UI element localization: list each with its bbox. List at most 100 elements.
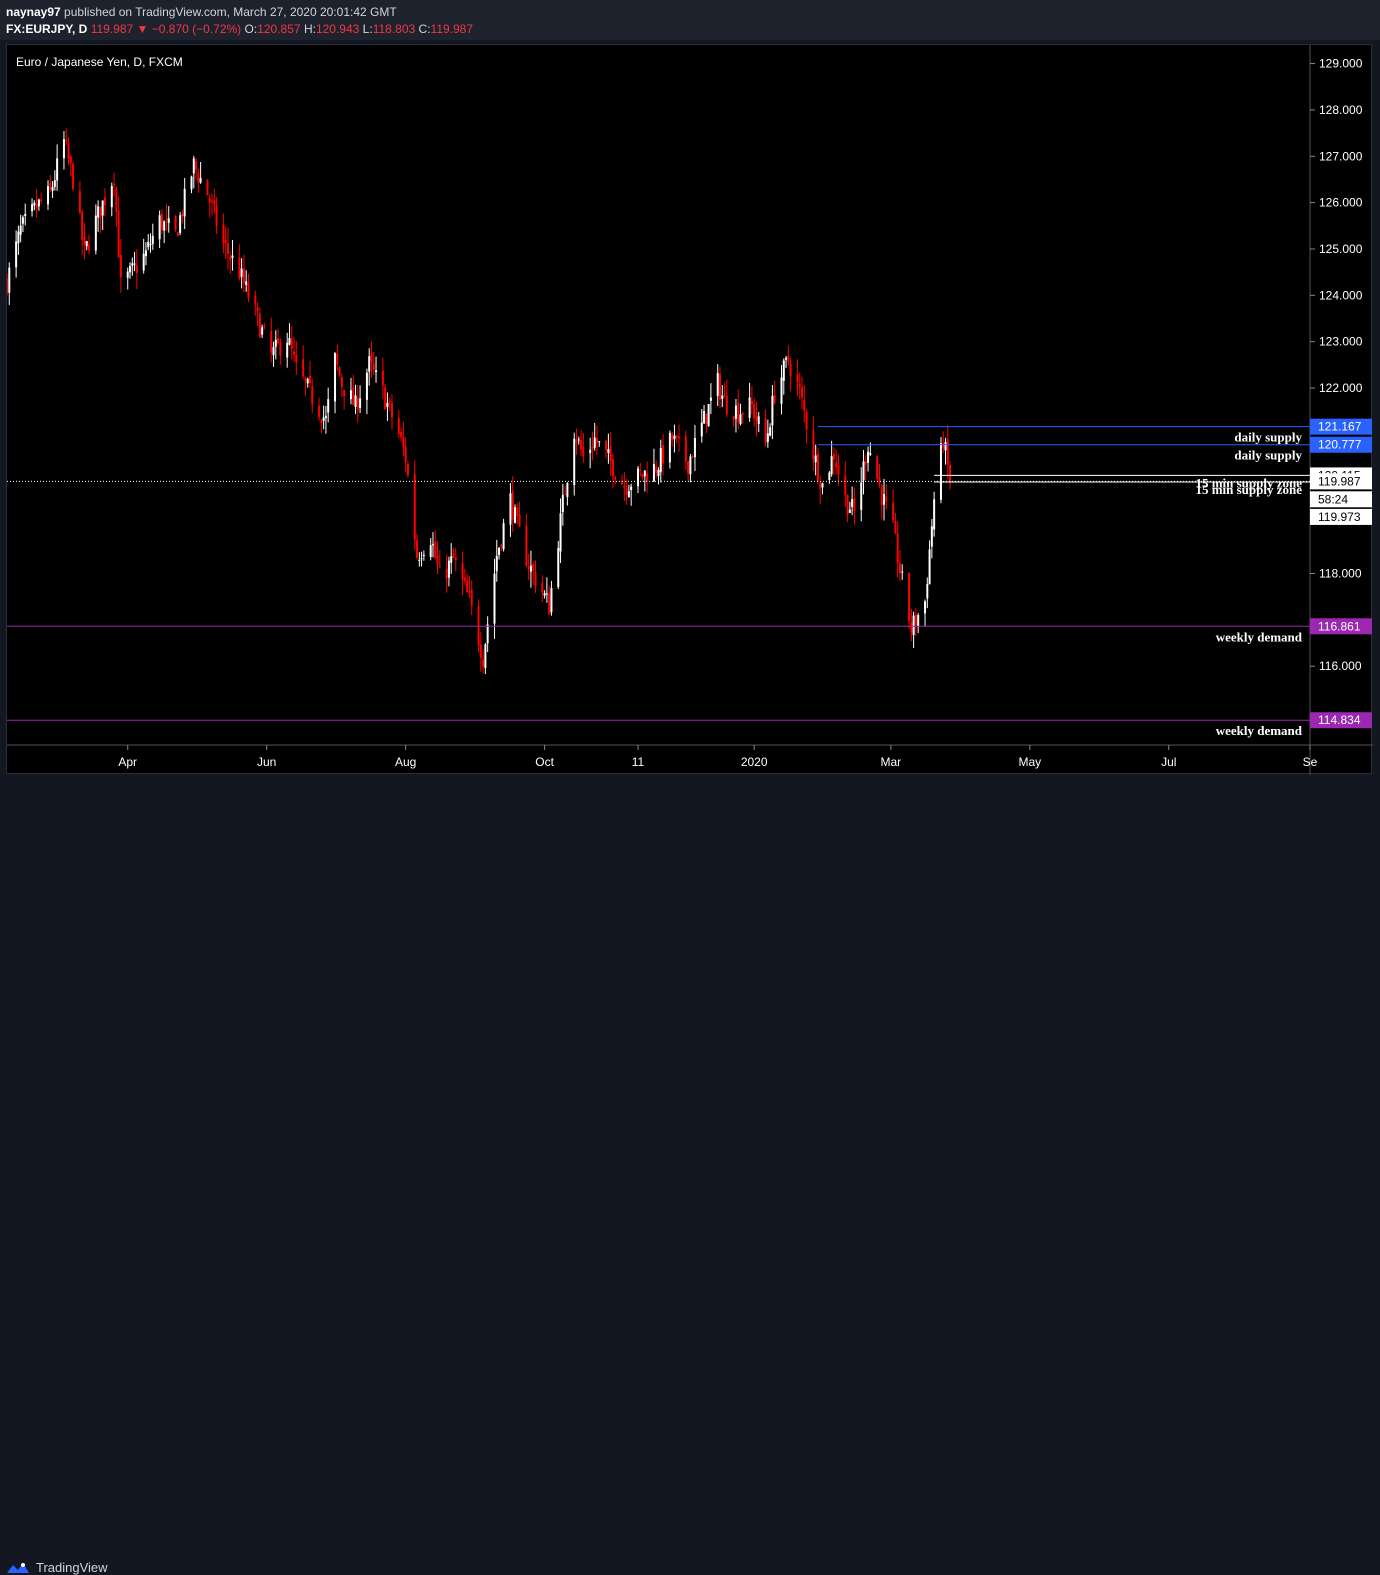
candle-up [598, 441, 601, 443]
candle-down [181, 214, 184, 216]
candle-down [78, 191, 81, 213]
candle-down [381, 370, 384, 386]
candle-down [864, 461, 867, 465]
candle-up [912, 615, 915, 636]
zone-label: 15 min supply zone [1195, 475, 1302, 490]
candle-down [197, 172, 200, 183]
candle-down [625, 488, 628, 495]
candle-down [844, 475, 847, 496]
candle-up [231, 255, 234, 258]
x-tick-label: 11 [632, 755, 645, 769]
symbol-name[interactable]: FX:EURJPY, D [6, 22, 88, 36]
candle-down [247, 283, 250, 299]
candle-up [944, 441, 947, 451]
candle-up [513, 507, 516, 523]
candle-up [151, 235, 154, 244]
candle-down [466, 580, 469, 593]
candle-down [293, 351, 296, 355]
open-value: 120.857 [257, 22, 301, 36]
candle-down [119, 255, 122, 278]
x-tick-label: Apr [118, 755, 137, 769]
candle-up [561, 494, 564, 513]
candle-down [176, 232, 179, 237]
candle-down [229, 256, 232, 260]
candle-down [65, 139, 68, 142]
candle-up [700, 422, 703, 437]
candle-down [215, 205, 218, 227]
candle-down [224, 240, 227, 244]
candle-up [607, 448, 610, 453]
candle-up [147, 241, 150, 248]
zone-label: daily supply [1234, 430, 1302, 445]
candle-up [589, 449, 592, 454]
candle-up [21, 217, 24, 224]
candle-down [646, 473, 649, 482]
candle-up [31, 204, 34, 212]
candle-up [126, 271, 129, 278]
candle-down [436, 555, 439, 565]
candle-down [135, 264, 138, 273]
candle-down [290, 338, 293, 349]
candle-down [527, 566, 530, 570]
candle-down [789, 364, 792, 377]
candle-down [372, 363, 375, 370]
candle-up [673, 435, 676, 440]
candle-down [277, 338, 280, 343]
x-tick-label: Mar [881, 755, 902, 769]
candle-up [716, 373, 719, 396]
candle-up [85, 241, 88, 247]
candle-up [559, 513, 562, 552]
candle-up [509, 493, 512, 525]
candle-down [406, 464, 409, 476]
candle-up [630, 486, 633, 491]
candle-down [208, 198, 211, 203]
candle-down [801, 387, 804, 398]
candle-down [356, 397, 359, 411]
zone-label: weekly demand [1216, 629, 1303, 644]
candle-up [933, 499, 936, 530]
candle-up [322, 417, 325, 421]
price-axis-label-box [1310, 712, 1372, 729]
candle-down [591, 446, 594, 449]
candle-up [62, 139, 65, 159]
candle-down [390, 402, 393, 418]
candle-down [226, 243, 229, 254]
candle-up [593, 437, 596, 448]
candle-down [611, 459, 614, 477]
candle-up [101, 200, 104, 216]
price-axis-label-box [1310, 436, 1372, 453]
candle-down [846, 495, 849, 515]
candle-down [678, 436, 681, 439]
y-tick-label: 125.000 [1319, 242, 1363, 256]
tradingview-brand[interactable]: TradingView [6, 1560, 108, 1575]
candle-up [24, 213, 27, 217]
candle-down [880, 485, 883, 505]
candle-down [222, 224, 225, 243]
candle-down [174, 215, 177, 230]
y-tick-label: 129.000 [1319, 57, 1363, 71]
candle-up [766, 433, 769, 443]
candle-down [949, 465, 952, 482]
candle-down [242, 268, 245, 284]
candle-down [541, 582, 544, 593]
candle-up [867, 451, 870, 463]
candle-up [110, 186, 113, 208]
candle-up [739, 414, 742, 424]
y-tick-label: 122.000 [1319, 381, 1363, 395]
candle-down [614, 476, 617, 480]
candle-up [158, 215, 161, 240]
chart-area[interactable]: Euro / Japanese Yen, D, FXCM 129.000 128.0… [6, 44, 1373, 775]
candle-down [942, 443, 945, 449]
candle-down [885, 496, 888, 502]
candle-up [129, 266, 132, 273]
candle-up [327, 399, 330, 413]
candle-down [470, 589, 473, 605]
author-name[interactable]: naynay97 [6, 5, 61, 19]
candlestick-chart[interactable]: Euro / Japanese Yen, D, FXCM 129.000 128.0… [7, 45, 1373, 775]
candle-down [892, 503, 895, 521]
candle-down [732, 416, 735, 420]
candle-up [375, 370, 378, 373]
candle-up [56, 158, 59, 181]
zone-label: daily supply [1234, 448, 1302, 463]
candle-down [516, 507, 519, 516]
